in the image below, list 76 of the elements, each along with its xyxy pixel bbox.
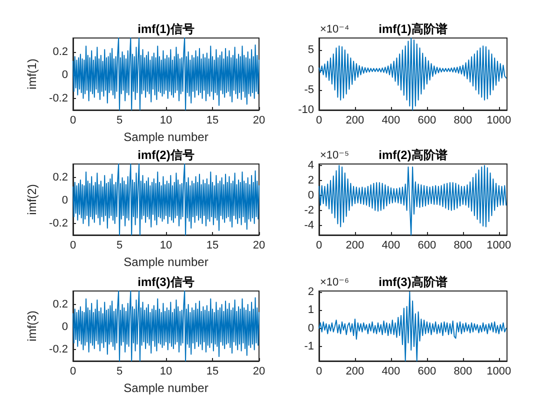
line-series	[318, 291, 507, 362]
line-series	[72, 290, 260, 362]
line-series	[72, 164, 260, 236]
x-tick-label: 1000	[486, 366, 512, 378]
y-tick-label: 0	[308, 64, 314, 76]
x-tick-label: 600	[418, 366, 436, 378]
x-tick-label: 15	[206, 114, 219, 126]
y-tick-label: 0.2	[52, 46, 68, 58]
x-tick-label: 0	[316, 114, 322, 126]
x-tick-label: 1000	[486, 240, 512, 252]
text: ×10⁻⁵	[320, 150, 350, 162]
y-tick-label: 1	[308, 304, 314, 316]
text: ×10⁻⁴	[320, 24, 350, 36]
y-tick-label: 0.2	[52, 172, 68, 184]
chart-title: imf(2)信号	[138, 148, 194, 162]
y-tick-label: 0	[62, 321, 68, 334]
x-tick-label: 0	[70, 366, 76, 378]
x-tick-label: 800	[454, 114, 472, 126]
x-tick-label: 5	[116, 240, 123, 252]
y-tick-label: 2	[308, 174, 314, 186]
x-tick-label: 10	[160, 240, 172, 252]
x-tick-label: 200	[346, 114, 364, 126]
chart-title: imf(1)信号	[138, 22, 194, 36]
x-tick-label: 5	[116, 114, 123, 126]
y-tick-label: -2	[304, 204, 314, 216]
x-tick-label: 10	[160, 114, 172, 126]
y-axis-title: imf(1)	[25, 58, 40, 90]
chart-title: imf(3)信号	[138, 275, 194, 289]
x-tick-label: 400	[382, 366, 400, 378]
x-tick-label: 600	[418, 240, 436, 252]
y-tick-label: 0	[62, 194, 68, 207]
x-tick-label: 1000	[486, 114, 512, 126]
x-tick-label: 200	[346, 366, 364, 378]
y-tick-label: 0	[308, 322, 314, 334]
x-tick-label: 0	[316, 240, 322, 252]
x-tick-label: 0	[70, 114, 76, 126]
chart-title: imf(2)高阶谱	[378, 148, 448, 162]
y-axis-title: imf(3)	[25, 310, 40, 342]
x-tick-label: 400	[382, 240, 400, 252]
y-tick-label: -0.2	[49, 344, 68, 356]
x-tick-label: 15	[206, 366, 219, 378]
x-tick-label: 20	[252, 114, 266, 126]
y-tick-label: 0	[308, 189, 314, 202]
x-axis-title: Sample number	[124, 381, 208, 395]
x-tick-label: 0	[70, 240, 76, 252]
text: ×10⁻⁶	[320, 276, 349, 288]
line-series	[318, 164, 507, 236]
x-axis-title: Sample number	[124, 130, 208, 144]
chart-title: imf(1)高阶谱	[378, 22, 448, 36]
y-tick-label: -0.2	[49, 218, 68, 230]
y-tick-label: -4	[304, 219, 314, 232]
y-tick-label: 2	[308, 286, 314, 298]
y-tick-label: -10	[298, 104, 314, 116]
x-tick-label: 800	[454, 366, 472, 378]
y-tick-label: 5	[308, 44, 314, 56]
x-tick-label: 400	[382, 114, 400, 126]
y-tick-label: -1	[304, 340, 314, 352]
x-tick-label: 15	[206, 240, 219, 252]
y-tick-label: 4	[308, 159, 314, 172]
x-tick-label: 10	[160, 366, 172, 378]
y-tick-label: -5	[304, 84, 314, 96]
x-tick-label: 20	[252, 240, 266, 252]
y-tick-label: 0.2	[52, 298, 68, 311]
x-axis-title: Sample number	[124, 255, 208, 269]
y-tick-label: 0	[62, 69, 68, 82]
y-tick-label: -0.2	[49, 92, 68, 104]
y-axis-title: imf(2)	[25, 184, 40, 215]
x-tick-label: 0	[316, 366, 322, 378]
line-series	[318, 38, 507, 110]
x-tick-label: 200	[346, 240, 364, 252]
x-tick-label: 20	[252, 366, 266, 378]
x-tick-label: 5	[116, 366, 123, 378]
line-series	[72, 38, 260, 110]
x-tick-label: 800	[454, 240, 472, 252]
x-tick-label: 600	[418, 114, 436, 126]
chart-title: imf(3)高阶谱	[378, 275, 448, 289]
